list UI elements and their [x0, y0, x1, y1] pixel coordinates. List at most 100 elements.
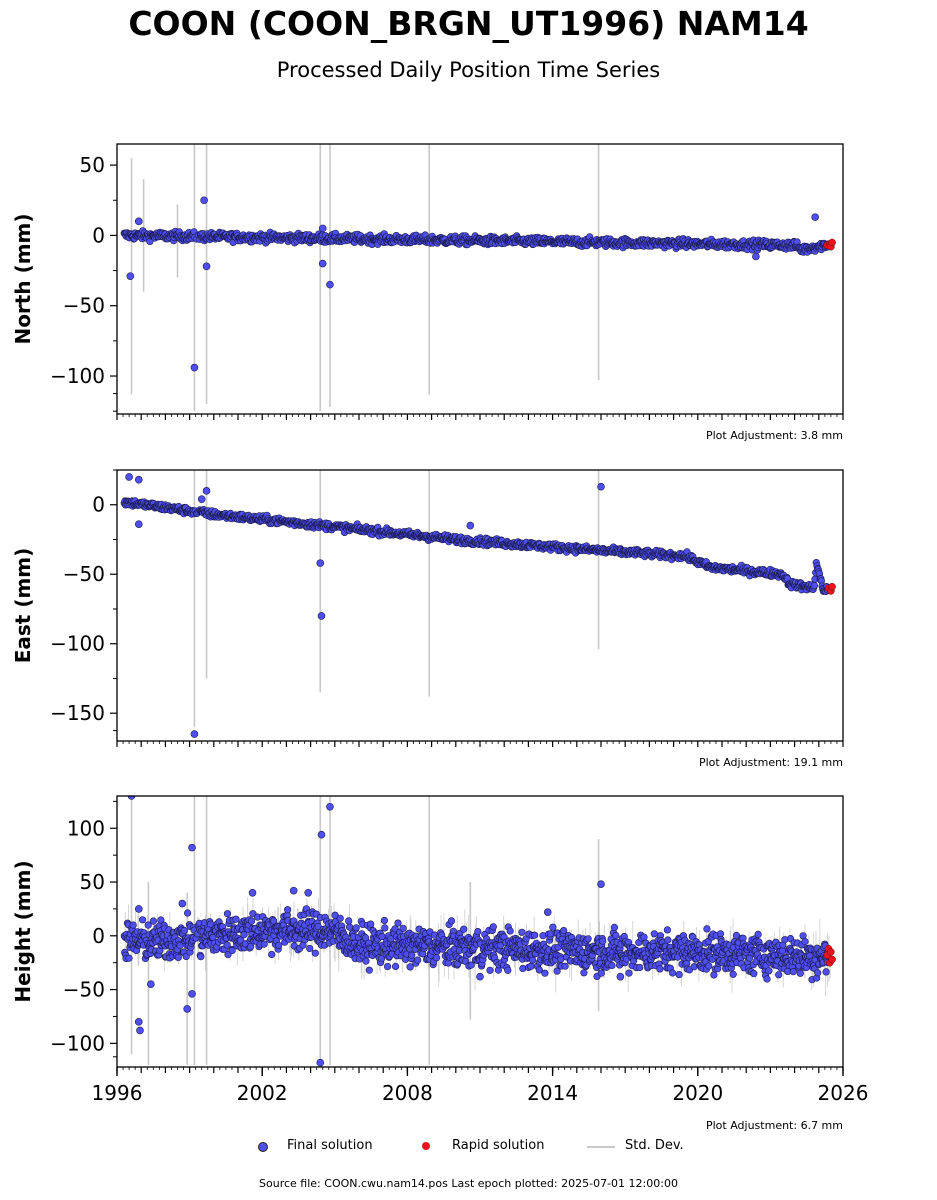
- final-solution-outlier: [190, 363, 199, 372]
- final-solution-point: [530, 931, 539, 939]
- final-solution-point: [561, 962, 569, 970]
- final-solution-outlier: [134, 1018, 143, 1026]
- final-solution-point: [394, 919, 402, 927]
- final-solution-point: [656, 965, 664, 973]
- final-solution-point: [474, 927, 482, 936]
- y-tick-label: −50: [63, 978, 105, 1002]
- y-tick-label: 0: [92, 223, 105, 247]
- x-tick-label: 1996: [92, 1081, 143, 1105]
- final-solution-outlier: [202, 262, 211, 271]
- final-solution-outlier: [248, 888, 257, 897]
- y-tick-label: 50: [80, 870, 105, 894]
- final-solution-outlier: [316, 1058, 325, 1067]
- final-solution-point: [345, 917, 353, 925]
- final-solution-outlier: [316, 559, 325, 567]
- final-solution-outlier: [466, 521, 475, 530]
- final-solution-point: [284, 906, 292, 914]
- final-solution-outlier: [136, 1026, 144, 1035]
- final-solution-outlier: [134, 905, 143, 913]
- final-solution-point: [157, 916, 165, 924]
- final-solution-point: [504, 966, 512, 974]
- y-tick-label: −100: [50, 1031, 105, 1055]
- final-solution-point: [247, 917, 256, 925]
- final-solution-point: [705, 962, 713, 970]
- final-solution-outlier: [317, 830, 326, 839]
- final-solution-point: [223, 941, 231, 949]
- final-solution-point: [710, 971, 718, 979]
- final-solution-outlier: [134, 475, 143, 484]
- panel-3: −100 −50 0 50 100 1996 2002 2008 2014 2020 2026 Hei…: [11, 795, 868, 1132]
- panel-1: −100 −50 0 50 North (mm) Plot Adjustment: 3.8…: [11, 143, 844, 442]
- final-solution-point: [789, 968, 797, 976]
- rapid-solution-point: [827, 948, 835, 956]
- final-solution-outlier: [476, 972, 484, 981]
- final-solution-point: [260, 940, 268, 948]
- final-solution-outlier: [202, 487, 211, 495]
- y-tick-label: 0: [92, 924, 105, 948]
- plot-frame: [116, 143, 844, 415]
- final-solution-outlier: [127, 796, 136, 800]
- final-solution-outlier: [188, 990, 196, 998]
- final-solution-outlier: [183, 1005, 191, 1013]
- x-tick-label: 2002: [237, 1081, 288, 1105]
- final-solution-outlier: [318, 224, 327, 233]
- final-solution-outlier: [543, 908, 552, 916]
- final-marker-icon: [258, 1142, 268, 1152]
- final-solution-point: [447, 917, 456, 925]
- final-solution-points: [120, 473, 832, 738]
- final-solution-point: [467, 961, 475, 969]
- final-solution-point: [527, 962, 535, 971]
- plot-area: [120, 144, 836, 412]
- final-solution-point: [129, 921, 137, 929]
- y-tick-label: 50: [80, 153, 105, 177]
- final-solution-outlier: [317, 612, 326, 620]
- final-solution-point: [174, 953, 182, 962]
- final-solution-outlier: [134, 520, 143, 529]
- rapid-solution-points: [823, 944, 836, 967]
- final-solution-outlier: [190, 730, 199, 738]
- final-solution-point: [489, 923, 497, 931]
- panel-2: −150 −100 −50 0 East (mm) Plot Adjustment: 19…: [11, 469, 844, 769]
- y-tick-label: −100: [50, 364, 105, 388]
- final-solution-point: [144, 921, 152, 929]
- final-solution-point: [775, 971, 783, 979]
- final-solution-point: [599, 937, 607, 945]
- final-solution-outlier: [147, 980, 155, 988]
- plot-area: [120, 470, 836, 738]
- final-solution-point: [754, 930, 762, 939]
- final-solution-point: [139, 916, 147, 924]
- final-solution-point: [597, 969, 605, 977]
- final-solution-outlier: [318, 259, 327, 268]
- rapid-marker-icon: [422, 1142, 430, 1150]
- final-solution-point: [352, 924, 360, 932]
- y-axis-label: North (mm): [11, 213, 35, 344]
- y-tick-label: −100: [50, 632, 105, 656]
- final-solution-point: [703, 925, 711, 933]
- final-solution-point: [675, 970, 683, 979]
- final-solution-point: [384, 962, 392, 971]
- final-solution-point: [745, 954, 754, 962]
- final-solution-point: [232, 915, 240, 923]
- final-solution-point: [380, 916, 389, 925]
- chart-subtitle: Processed Daily Position Time Series: [276, 58, 661, 82]
- final-solution-point: [729, 970, 737, 978]
- final-solution-point: [275, 941, 283, 950]
- legend-rapid-label: Rapid solution: [452, 1138, 545, 1153]
- final-solution-point: [765, 967, 773, 975]
- final-solution-outlier: [616, 972, 625, 981]
- final-solution-point: [414, 956, 422, 964]
- rapid-solution-point: [828, 955, 836, 964]
- final-solution-point: [640, 933, 648, 941]
- final-solution-point: [180, 926, 188, 935]
- final-solution-point: [240, 931, 248, 939]
- y-tick-label: −150: [50, 701, 105, 725]
- final-solution-outlier: [326, 280, 334, 289]
- chart-title: COON (COON_BRGN_UT1996) NAM14: [128, 4, 809, 43]
- final-solution-point: [184, 909, 192, 917]
- final-solution-point: [125, 954, 133, 962]
- y-tick-label: 0: [92, 493, 105, 517]
- y-tick-label: −50: [63, 562, 105, 586]
- final-solution-points: [120, 196, 832, 372]
- final-solution-point: [311, 949, 319, 957]
- final-solution-point: [486, 966, 494, 974]
